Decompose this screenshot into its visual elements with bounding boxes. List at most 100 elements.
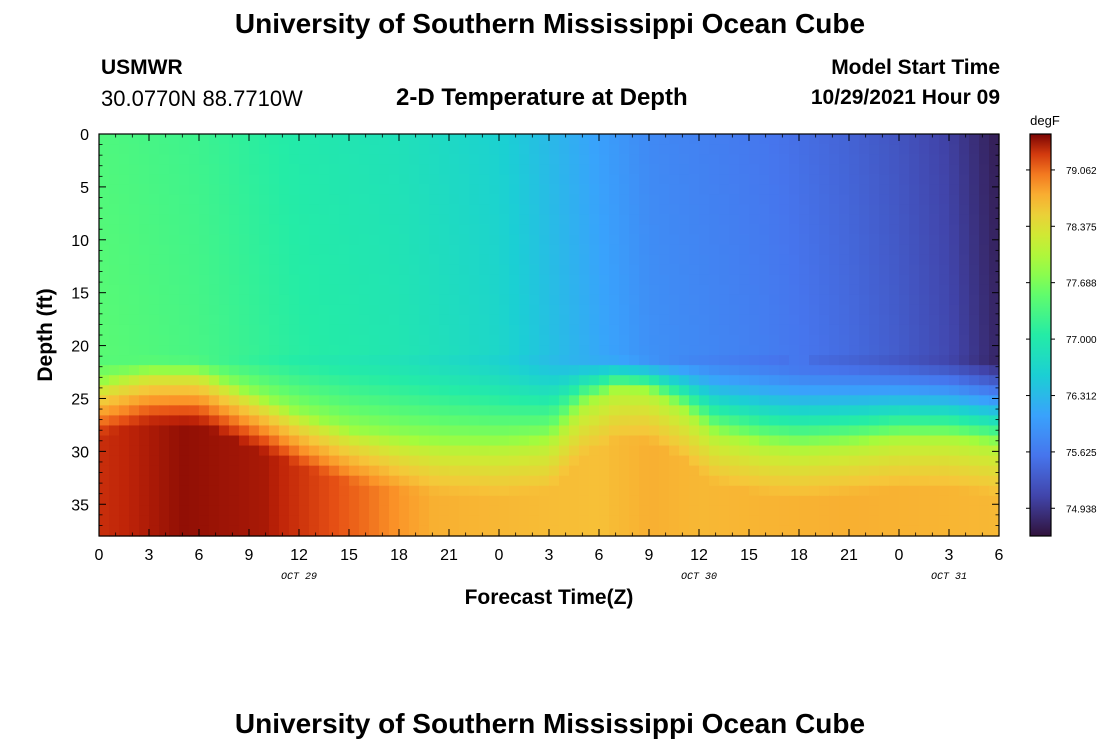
heatmap-cell <box>699 184 710 195</box>
heatmap-cell <box>539 174 550 185</box>
heatmap-cell <box>209 234 220 246</box>
heatmap-cell <box>819 254 830 266</box>
heatmap-cell <box>879 314 890 326</box>
heatmap-cell <box>619 405 630 416</box>
heatmap-cell <box>819 304 830 316</box>
heatmap-cell <box>259 485 270 497</box>
heatmap-cell <box>729 505 740 517</box>
heatmap-cell <box>379 525 390 537</box>
heatmap-cell <box>939 264 950 276</box>
heatmap-cell <box>459 164 470 175</box>
heatmap-cell <box>639 144 650 155</box>
heatmap-cell <box>639 194 650 205</box>
heatmap-cell <box>549 405 560 416</box>
heatmap-cell <box>219 485 230 497</box>
heatmap-cell <box>129 144 140 155</box>
heatmap-cell <box>109 525 120 537</box>
heatmap-cell <box>299 495 310 507</box>
heatmap-cell <box>589 365 600 376</box>
heatmap-cell <box>569 465 580 477</box>
heatmap-cell <box>379 174 390 185</box>
heatmap-cell <box>249 365 260 376</box>
heatmap-cell <box>469 224 480 236</box>
heatmap-cell <box>979 335 990 346</box>
heatmap-cell <box>759 234 770 246</box>
heatmap-cell <box>929 154 940 165</box>
heatmap-cell <box>609 234 620 246</box>
heatmap-cell <box>939 395 950 406</box>
heatmap-cell <box>409 214 420 226</box>
heatmap-cell <box>409 224 420 236</box>
heatmap-cell <box>579 525 590 537</box>
heatmap-cell <box>729 375 740 386</box>
heatmap-cell <box>569 455 580 467</box>
heatmap-cell <box>379 214 390 226</box>
heatmap-cell <box>279 465 290 477</box>
heatmap-cell <box>609 224 620 236</box>
heatmap-cell <box>479 425 490 437</box>
heatmap-cell <box>769 254 780 266</box>
heatmap-cell <box>369 194 380 205</box>
heatmap-cell <box>989 435 1000 447</box>
heatmap-cell <box>689 355 700 366</box>
heatmap-cell <box>489 405 500 416</box>
heatmap-cell <box>99 405 110 416</box>
heatmap-cell <box>569 304 580 316</box>
heatmap-cell <box>239 515 250 527</box>
heatmap-cell <box>299 475 310 487</box>
heatmap-cell <box>959 525 970 537</box>
heatmap-cell <box>299 184 310 195</box>
heatmap-cell <box>909 274 920 286</box>
heatmap-cell <box>579 254 590 266</box>
heatmap-cell <box>99 345 110 356</box>
heatmap-cell <box>979 244 990 256</box>
heatmap-cell <box>589 465 600 477</box>
heatmap-cell <box>279 385 290 396</box>
heatmap-cell <box>219 435 230 447</box>
heatmap-cell <box>629 254 640 266</box>
heatmap-cell <box>449 345 460 356</box>
heatmap-cell <box>779 224 790 236</box>
heatmap-cell <box>309 244 320 256</box>
heatmap-cell <box>549 445 560 457</box>
heatmap-cell <box>979 274 990 286</box>
heatmap-cell <box>949 204 960 215</box>
heatmap-cell <box>149 495 160 507</box>
heatmap-cell <box>309 375 320 386</box>
heatmap-cell <box>819 164 830 175</box>
heatmap-cell <box>979 475 990 487</box>
heatmap-cell <box>949 284 960 296</box>
heatmap-cell <box>699 244 710 256</box>
heatmap-cell <box>779 314 790 326</box>
heatmap-cell <box>709 284 720 296</box>
heatmap-cell <box>789 264 800 276</box>
heatmap-cell <box>939 515 950 527</box>
heatmap-cell <box>799 365 810 376</box>
heatmap-cell <box>679 234 690 246</box>
heatmap-cell <box>529 335 540 346</box>
heatmap-cell <box>919 224 930 236</box>
heatmap-cell <box>539 224 550 236</box>
heatmap-cell <box>239 375 250 386</box>
heatmap-cell <box>709 405 720 416</box>
heatmap-cell <box>939 355 950 366</box>
heatmap-cell <box>919 234 930 246</box>
heatmap-cell <box>919 425 930 437</box>
heatmap-cell <box>859 214 870 226</box>
heatmap-cell <box>349 405 360 416</box>
heatmap-cell <box>339 405 350 416</box>
heatmap-cell <box>99 465 110 477</box>
chart-subtitle: 2-D Temperature at Depth <box>396 84 688 111</box>
heatmap-cell <box>729 154 740 165</box>
heatmap-cell <box>959 345 970 356</box>
heatmap-cell <box>839 385 850 396</box>
heatmap-cell <box>969 445 980 457</box>
heatmap-cell <box>279 455 290 467</box>
heatmap-cell <box>209 244 220 256</box>
heatmap-cell <box>409 204 420 215</box>
heatmap-cell <box>589 184 600 195</box>
heatmap-cell <box>869 335 880 346</box>
heatmap-cell <box>279 184 290 195</box>
heatmap-cell <box>819 324 830 336</box>
heatmap-cell <box>819 214 830 226</box>
